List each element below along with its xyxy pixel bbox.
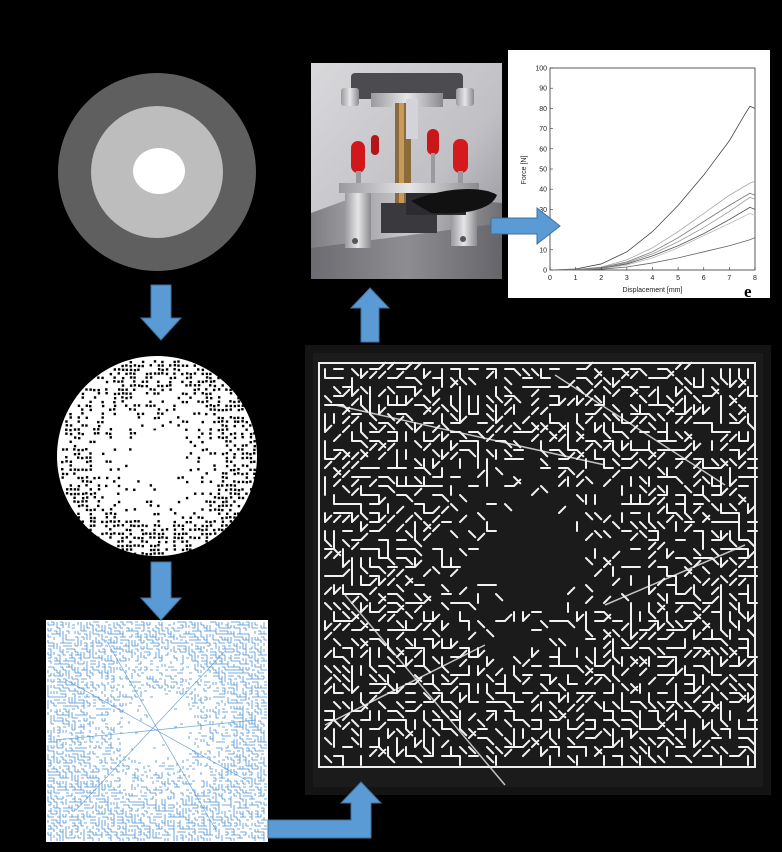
chart-x-axis-label: Displacement [mm] bbox=[623, 287, 683, 294]
chart-axes bbox=[549, 67, 756, 271]
chart-series bbox=[549, 105, 756, 271]
stitch-lines bbox=[324, 361, 758, 786]
y-tick-label: 30 bbox=[539, 207, 547, 214]
series-line bbox=[549, 206, 756, 271]
x-tick-label: 5 bbox=[676, 275, 680, 282]
arrow-a-to-b bbox=[139, 284, 183, 341]
x-tick-label: 3 bbox=[625, 275, 629, 282]
chart-y-axis-label: Force [N] bbox=[521, 156, 528, 185]
arrow-f-to-d bbox=[349, 287, 391, 343]
arrow-b-to-c bbox=[139, 561, 183, 621]
panel-letter-e: e bbox=[744, 282, 752, 298]
stitch-border bbox=[318, 362, 756, 768]
y-tick-label: 70 bbox=[539, 126, 547, 133]
x-tick-label: 7 bbox=[727, 275, 731, 282]
y-tick-label: 90 bbox=[539, 86, 547, 93]
x-tick-label: 4 bbox=[651, 275, 655, 282]
dither-core bbox=[132, 430, 186, 478]
y-tick-label: 10 bbox=[539, 247, 547, 254]
y-tick-label: 20 bbox=[539, 227, 547, 234]
pattern-lines bbox=[47, 621, 267, 841]
panel-c-stitch-path-pattern bbox=[46, 620, 268, 842]
y-tick-label: 0 bbox=[543, 268, 547, 275]
x-tick-label: 2 bbox=[599, 275, 603, 282]
y-tick-label: 100 bbox=[535, 66, 547, 73]
y-tick-label: 60 bbox=[539, 146, 547, 153]
series-line bbox=[549, 237, 756, 271]
series-line bbox=[549, 105, 756, 271]
panel-a-ring-design bbox=[47, 57, 268, 285]
x-tick-label: 0 bbox=[548, 275, 552, 282]
panel-e-force-displacement-chart: 0 1 2 3 4 5 6 7 8 0 10 20 30 40 50 60 70 80 90 100 Displace… bbox=[508, 50, 770, 298]
y-tick-label: 50 bbox=[539, 167, 547, 174]
y-tick-label: 40 bbox=[539, 187, 547, 194]
dither-dots bbox=[61, 360, 257, 556]
x-tick-label: 1 bbox=[574, 275, 578, 282]
x-tick-label: 8 bbox=[753, 275, 757, 282]
x-tick-label: 6 bbox=[702, 275, 706, 282]
panel-b-dithered-points bbox=[47, 342, 268, 570]
core-disc bbox=[133, 148, 185, 194]
panel-f-embroidered-fabric-photo bbox=[305, 345, 771, 795]
panel-d-test-fixture-photo bbox=[311, 63, 502, 279]
crosshead bbox=[351, 73, 463, 99]
y-tick-label: 80 bbox=[539, 106, 547, 113]
fabric-specimen bbox=[411, 189, 497, 214]
